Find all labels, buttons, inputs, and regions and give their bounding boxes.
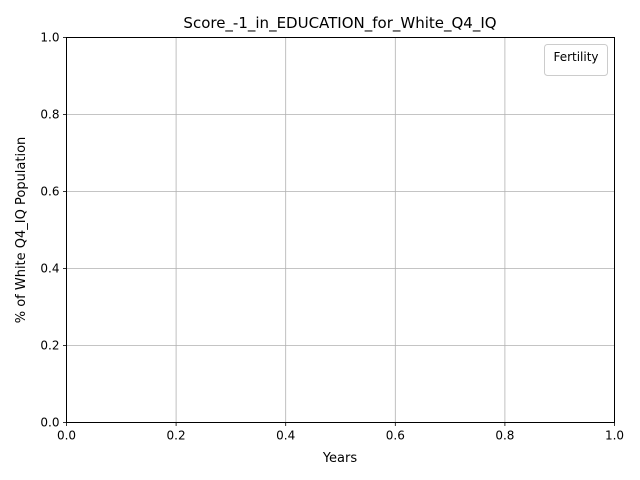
grid — [66, 37, 615, 423]
x-tick-label: 0.8 — [495, 429, 514, 443]
y-tick-label: 0.8 — [40, 108, 59, 122]
y-axis-ticks: 0.0 0.2 0.4 0.6 0.8 1.0 — [40, 31, 67, 430]
y-tick-label: 0.4 — [40, 262, 59, 276]
x-tick-label: 0.2 — [167, 429, 186, 443]
y-tick-label: 0.2 — [40, 339, 59, 353]
legend: Fertility — [544, 44, 608, 76]
y-tick-label: 0.0 — [40, 416, 59, 430]
y-tick-label: 1.0 — [40, 31, 59, 45]
x-tick-label: 1.0 — [605, 429, 624, 443]
y-axis-label: % of White Q4_IQ Population — [14, 137, 29, 324]
y-tick-label: 0.6 — [40, 185, 59, 199]
legend-title: Fertility — [553, 50, 598, 64]
x-tick-label: 0.4 — [276, 429, 295, 443]
x-axis-label: Years — [322, 451, 358, 466]
legend-box — [544, 44, 608, 76]
x-axis-ticks: 0.0 0.2 0.4 0.6 0.8 1.0 — [57, 422, 624, 443]
x-tick-label: 0.0 — [57, 429, 76, 443]
chart-title: Score_-1_in_EDUCATION_for_White_Q4_IQ — [183, 14, 496, 33]
plot-frame — [66, 37, 615, 423]
x-tick-label: 0.6 — [386, 429, 405, 443]
